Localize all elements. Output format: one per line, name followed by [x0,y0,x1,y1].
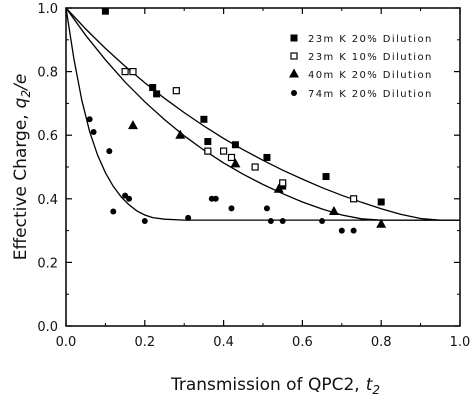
data-point-series-4 [141,218,148,225]
x-tick-label: 1.0 [450,335,471,350]
x-tick-label: 0.2 [134,335,155,350]
data-point-series-2 [279,179,287,187]
data-point-series-1 [204,138,212,146]
fit-curve-2 [65,7,460,221]
data-point-series-4 [350,227,357,234]
y-tick-label: 0.8 [37,66,58,81]
legend-label-series-4: 74m K 20% Dilution [308,89,433,100]
data-point-series-4 [279,218,286,225]
data-point-series-1 [231,141,239,149]
y-axis-suffix: /e [11,74,31,92]
legend: 23m K 20% Dilution 23m K 10% Dilution 40… [289,34,433,100]
data-point-series-1 [263,153,271,161]
legend-marker-series-2 [290,52,298,60]
x-tick-label: 0.4 [213,335,234,350]
data-point-series-3 [376,218,387,228]
data-point-series-1 [200,115,208,123]
x-tick-label: 0.8 [371,335,392,350]
data-point-series-1 [377,198,385,206]
data-point-series-4 [267,218,274,225]
y-axis-symbol: q [11,97,31,108]
data-point-series-4 [338,227,345,234]
data-point-series-4 [185,214,192,221]
legend-marker-series-1 [290,34,298,42]
data-point-series-3 [273,183,284,193]
legend-markers [289,34,299,96]
data-point-series-1 [101,7,109,15]
data-point-series-4 [90,129,97,136]
data-point-series-2 [204,147,212,155]
data-point-series-2 [172,87,180,95]
x-axis-title: Transmission of QPC2, t2 [170,375,380,397]
legend-marker-series-4 [291,90,297,96]
legend-marker-series-3 [289,68,299,78]
data-point-series-4 [110,208,117,215]
data-point-series-3 [328,206,339,216]
legend-label-series-1: 23m K 20% Dilution [308,34,433,45]
y-tick-label: 0.2 [37,256,58,271]
fit-curve-3 [65,7,460,221]
data-point-series-4 [106,148,113,155]
data-point-series-4 [319,218,326,225]
y-axis-title-text: Effective Charge, [11,114,31,260]
tick-labels: 0.0 0.2 0.4 0.6 0.8 1.0 0.0 0.2 0.4 0.6 0.8 1.0 [37,2,470,350]
x-tick-label: 0.6 [292,335,313,350]
data-point-series-3 [230,158,241,168]
y-tick-label: 0.4 [37,193,58,208]
data-point-series-2 [220,147,228,155]
data-point-series-3 [175,129,186,139]
data-points [86,7,387,234]
data-point-series-2 [350,195,358,203]
x-tick-label: 0.0 [56,335,77,350]
data-point-series-2 [251,163,259,171]
data-point-series-4 [212,195,219,202]
data-point-series-4 [86,116,93,123]
data-point-series-1 [322,173,330,181]
data-point-series-3 [127,120,138,130]
legend-label-series-3: 40m K 20% Dilution [308,70,433,81]
x-axis-symbol: t [366,375,374,395]
x-axis-subscript: 2 [372,383,380,397]
data-point-series-2 [121,67,129,76]
data-point-series-4 [126,195,133,202]
data-point-series-1 [153,90,161,98]
data-point-series-1 [149,84,157,91]
y-axis-subscript: 2 [19,90,33,98]
y-tick-label: 0.0 [37,320,58,335]
y-tick-label: 1.0 [37,2,58,17]
data-point-series-2 [227,153,236,162]
y-tick-label: 0.6 [37,129,58,144]
data-point-series-4 [228,205,235,212]
x-axis-title-text: Transmission of QPC2, [170,375,360,395]
legend-label-series-2: 23m K 10% Dilution [308,52,433,63]
y-axis-title: Effective Charge, q2/e [11,74,33,261]
data-point-series-2 [129,67,137,76]
data-point-series-4 [263,205,270,212]
